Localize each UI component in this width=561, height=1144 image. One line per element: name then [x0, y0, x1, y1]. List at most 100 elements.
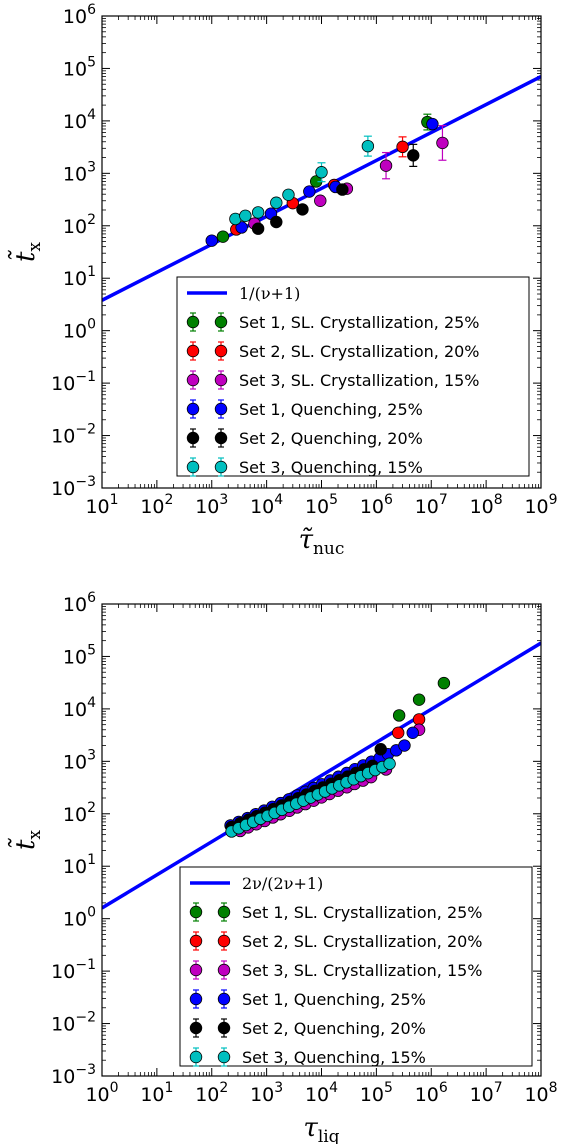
x-tick-label: 102	[195, 1080, 228, 1106]
plot-area	[102, 641, 541, 910]
y-tick-label: 10−1	[51, 369, 96, 395]
data-point	[303, 185, 316, 198]
legend-marker	[217, 934, 231, 948]
data-point	[437, 676, 451, 690]
legend-label: Set 2, SL. Crystallization, 20%	[239, 342, 480, 361]
y-tick-label: 104	[63, 107, 96, 133]
x-tick-label: 103	[250, 1080, 283, 1106]
legend-marker	[186, 431, 200, 445]
legend-marker	[186, 344, 200, 358]
data-point	[374, 743, 387, 756]
legend-marker	[189, 992, 203, 1006]
minor-ticks	[102, 16, 541, 488]
fit-line	[102, 641, 541, 910]
y-tick-label: 105	[63, 642, 96, 668]
fit-line	[102, 75, 541, 302]
y-tick-label: 104	[63, 695, 96, 721]
data-point	[392, 726, 405, 740]
x-tick-label: 108	[524, 1080, 557, 1106]
series-set-2-quenching-20	[251, 143, 420, 235]
data-point	[251, 206, 265, 219]
legend: 1/(ν+1) Set 1, SL. Crystallization, 25% Se…	[176, 276, 530, 477]
x-tick-label: 109	[524, 492, 557, 518]
data-point	[314, 194, 327, 207]
y-tick-label: 10−2	[51, 422, 96, 448]
legend-marker	[189, 963, 203, 977]
legend-marker	[217, 1050, 231, 1064]
y-tick-label: 106	[63, 2, 96, 28]
data-point	[383, 757, 396, 770]
y-axis-label: t̃x	[7, 242, 45, 262]
legend-marker	[214, 431, 228, 445]
legend-marker	[214, 373, 228, 387]
y-tick-label: 101	[63, 264, 96, 290]
legend: 2ν/(2ν+1) Set 1, SL. Crystallization, 25%…	[179, 866, 533, 1067]
legend-label: Set 1, Quenching, 25%	[242, 990, 426, 1009]
x-tick-label: 101	[85, 492, 118, 518]
data-point	[315, 166, 328, 179]
y-tick-label: 103	[63, 159, 96, 185]
x-tick-label: 106	[415, 1080, 448, 1106]
data-point	[270, 196, 283, 209]
x-axis-label: τ̃nuc	[299, 525, 345, 559]
legend-marker	[217, 905, 231, 919]
legend-label: Set 3, SL. Crystallization, 15%	[242, 961, 483, 980]
legend-marker	[217, 992, 231, 1006]
x-tick-label: 107	[415, 492, 448, 518]
x-tick-label: 102	[140, 492, 173, 518]
legend-marker	[217, 1021, 231, 1035]
y-axis-label: t̃x	[7, 830, 45, 850]
data-point	[392, 709, 406, 722]
y-tick-label: 10−3	[51, 1062, 96, 1088]
legend-marker	[186, 315, 200, 329]
plot-frame	[101, 603, 542, 1077]
y-tick-label: 10−2	[51, 1010, 96, 1036]
legend-label: 1/(ν+1)	[239, 284, 300, 303]
legend-marker	[214, 402, 228, 416]
x-tick-label: 104	[305, 1080, 338, 1106]
chart-1-tx-vs-tau-nuc: 101 102 103 104 105 106 107 108 109 10−3 10−2 10−1 1…	[7, 2, 557, 559]
x-tick-label: 100	[85, 1080, 118, 1106]
series-set-1-quenching-25	[205, 117, 439, 247]
legend-marker	[189, 1050, 203, 1064]
x-tick-label: 105	[305, 492, 338, 518]
y-tick-label: 101	[63, 852, 96, 878]
x-tick-label: 101	[140, 1080, 173, 1106]
data-point	[398, 739, 411, 752]
data-point	[296, 203, 309, 216]
x-tick-label: 107	[470, 1080, 503, 1106]
data-point	[239, 209, 252, 222]
legend-marker	[186, 373, 200, 387]
legend-label: Set 1, SL. Crystallization, 25%	[239, 313, 480, 332]
x-axis-label: τliq	[303, 1113, 339, 1144]
y-tick-label: 100	[63, 317, 96, 343]
data-point	[361, 139, 375, 153]
data-point	[205, 234, 218, 247]
y-tick-label: 10−3	[51, 474, 96, 500]
series-set-2-sl-crystallization-20	[392, 713, 426, 740]
legend-marker	[217, 963, 231, 977]
legend-marker	[189, 905, 203, 919]
legend-label: Set 2, Quenching, 20%	[242, 1019, 426, 1038]
legend-label: Set 3, Quenching, 15%	[242, 1048, 426, 1067]
data-point	[436, 136, 449, 150]
chart-2-tx-vs-tau-liq: 100 101 102 103 104 105 106 107 108 10−3 10−2 10−1 1…	[7, 590, 557, 1144]
legend-label: Set 2, SL. Crystallization, 20%	[242, 932, 483, 951]
data-point	[251, 222, 265, 235]
legend-box	[176, 276, 530, 477]
legend-label: Set 3, Quenching, 15%	[239, 458, 423, 477]
x-tick-label: 103	[195, 492, 228, 518]
data-point	[412, 713, 426, 726]
legend-marker	[214, 460, 228, 474]
y-tick-label: 10−1	[51, 957, 96, 983]
series-set-1-sl-crystallization-25	[392, 676, 451, 722]
y-tick-label: 100	[63, 905, 96, 931]
data-point	[412, 693, 426, 706]
legend-box	[179, 866, 533, 1067]
x-tick-label: 105	[360, 1080, 393, 1106]
data-point	[406, 726, 419, 740]
x-tick-label: 104	[250, 492, 283, 518]
data-point	[426, 117, 439, 131]
data-point	[336, 183, 349, 196]
